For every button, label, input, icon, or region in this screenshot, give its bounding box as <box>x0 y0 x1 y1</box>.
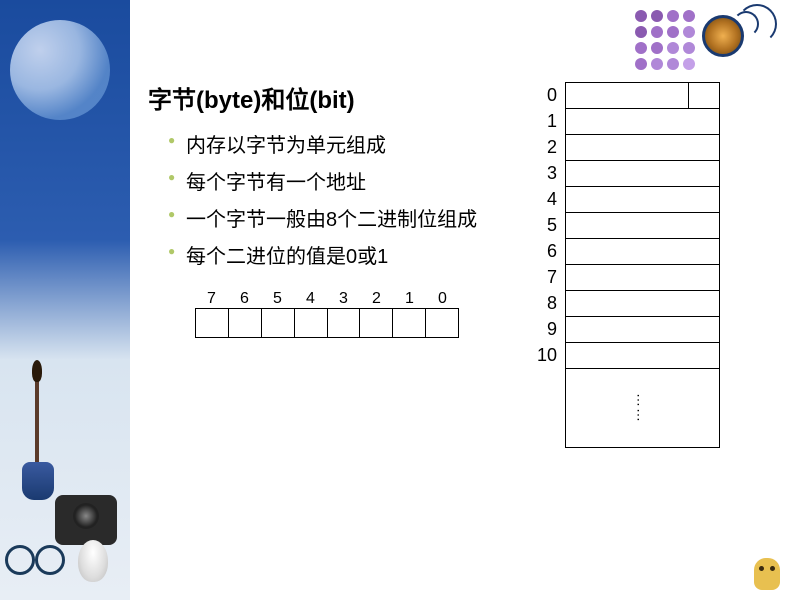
address-label: 7 <box>547 264 557 290</box>
address-label: 6 <box>547 238 557 264</box>
bit-cell <box>426 309 458 337</box>
address-label: 10 <box>537 342 557 368</box>
left-sidebar-decoration <box>0 0 130 600</box>
memory-row <box>566 239 719 265</box>
address-label: 0 <box>547 82 557 108</box>
bit-label: 0 <box>426 290 459 308</box>
address-label: 5 <box>547 212 557 238</box>
memory-row <box>566 265 719 291</box>
address-label: 2 <box>547 134 557 160</box>
mascot-icon <box>754 558 780 590</box>
bit-label: 3 <box>327 290 360 308</box>
memory-diagram: 0 1 2 3 4 5 6 7 8 9 10 …… <box>537 82 720 448</box>
address-label: 4 <box>547 186 557 212</box>
memory-continuation-row: …… <box>566 369 719 447</box>
bit-cell <box>393 309 426 337</box>
bit-cell <box>360 309 393 337</box>
bit-cell <box>229 309 262 337</box>
bullet-item: 内存以字节为单元组成 <box>168 129 508 158</box>
memory-row <box>566 135 719 161</box>
bullet-item: 一个字节一般由8个二进制位组成 <box>168 203 508 232</box>
bit-diagram: 7 6 5 4 3 2 1 0 <box>195 290 475 338</box>
bit-label: 1 <box>393 290 426 308</box>
bit-label: 5 <box>261 290 294 308</box>
brush-icon <box>35 380 39 470</box>
bullet-list: 内存以字节为单元组成 每个字节有一个地址 一个字节一般由8个二进制位组成 每个二… <box>148 129 508 269</box>
bit-label: 6 <box>228 290 261 308</box>
mouse-icon <box>78 540 108 582</box>
bit-cell <box>328 309 361 337</box>
spiral-shell-icon <box>10 20 110 120</box>
bit-cell <box>295 309 328 337</box>
memory-row <box>566 161 719 187</box>
bit-label: 7 <box>195 290 228 308</box>
address-label: 3 <box>547 160 557 186</box>
address-label: 1 <box>547 108 557 134</box>
memory-row <box>566 187 719 213</box>
vertical-ellipsis: …… <box>635 393 651 423</box>
bullet-item: 每个字节有一个地址 <box>168 166 508 195</box>
bit-cell <box>262 309 295 337</box>
memory-cells: …… <box>565 82 720 448</box>
glasses-icon <box>5 545 65 570</box>
memory-row <box>566 213 719 239</box>
dot-grid-icon <box>635 10 697 72</box>
bit-labels: 7 6 5 4 3 2 1 0 <box>195 290 459 308</box>
bit-label: 4 <box>294 290 327 308</box>
main-content: 字节(byte)和位(bit) 内存以字节为单元组成 每个字节有一个地址 一个字… <box>148 80 508 277</box>
slide-title: 字节(byte)和位(bit) <box>148 80 508 115</box>
address-label: 9 <box>547 316 557 342</box>
memory-row <box>566 83 719 109</box>
memory-row <box>566 291 719 317</box>
camera-icon <box>55 495 117 545</box>
top-right-decoration <box>635 5 765 85</box>
bullet-item: 每个二进位的值是0或1 <box>168 240 508 269</box>
bit-label: 2 <box>360 290 393 308</box>
bit-cell <box>196 309 229 337</box>
ink-pot-icon <box>22 462 54 500</box>
address-label: 8 <box>547 290 557 316</box>
speaker-icon <box>697 5 765 73</box>
memory-row <box>566 109 719 135</box>
memory-address-labels: 0 1 2 3 4 5 6 7 8 9 10 <box>537 82 557 448</box>
bit-cells <box>195 308 459 338</box>
memory-row <box>566 343 719 369</box>
desk-items-decoration <box>0 360 130 600</box>
memory-row <box>566 317 719 343</box>
